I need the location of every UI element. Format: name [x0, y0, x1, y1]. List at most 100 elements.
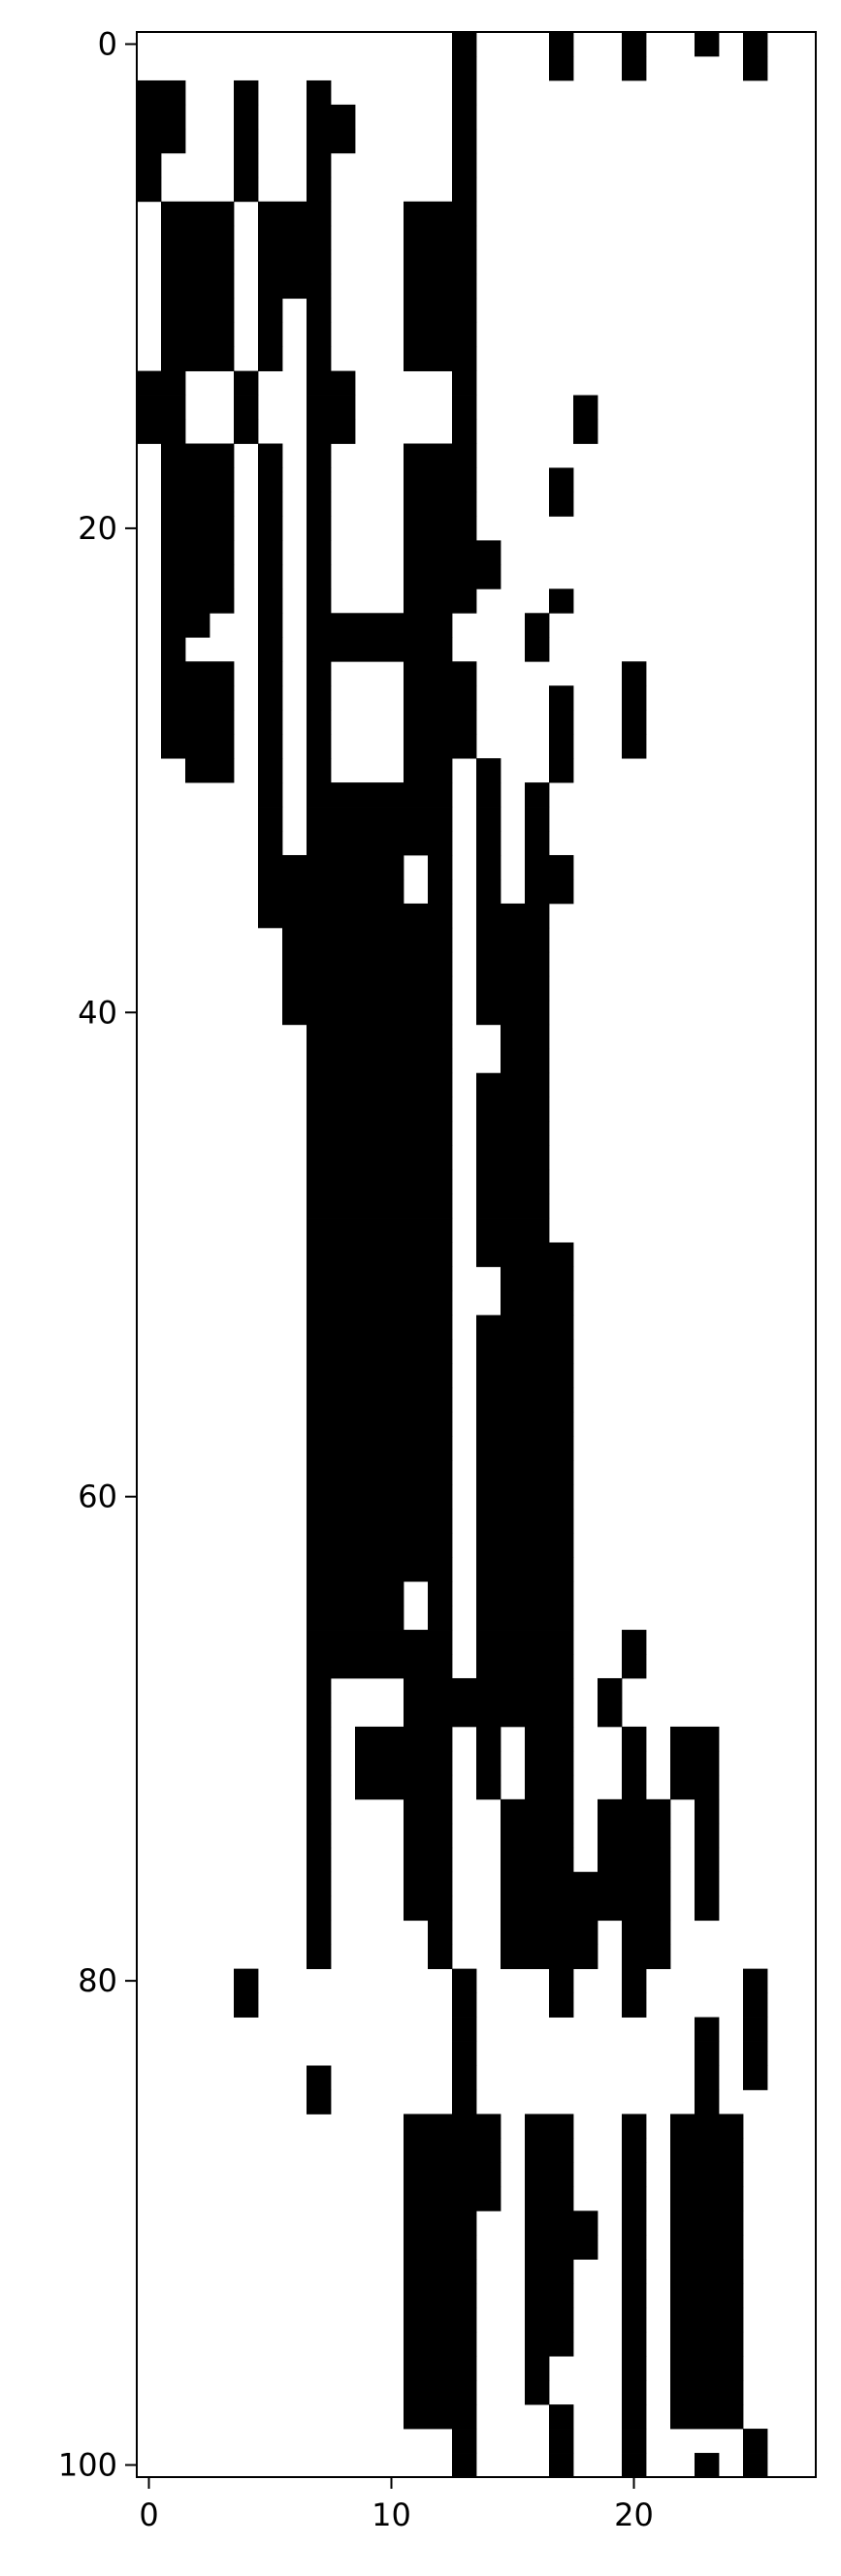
heatmap-cell-run [476, 1218, 550, 1243]
heatmap-cell-run [622, 661, 647, 686]
heatmap-cell-run [476, 758, 501, 783]
heatmap-cell-run [307, 370, 356, 396]
heatmap-cell-run [525, 831, 550, 856]
heatmap-cell-run [622, 710, 647, 735]
heatmap-cell-run [307, 1606, 404, 1631]
heatmap-cell-run [355, 1726, 453, 1752]
heatmap-cell-run [258, 782, 283, 808]
heatmap-cell-run [307, 1944, 332, 1970]
heatmap-cell-run [670, 2307, 744, 2333]
heatmap-cell-run [258, 346, 283, 371]
heatmap-cell-run [161, 613, 210, 638]
heatmap-cell-run [622, 2138, 647, 2163]
heatmap-cell-run [161, 443, 235, 468]
heatmap-cell-run [695, 1871, 720, 1897]
heatmap-cell-run [307, 661, 332, 686]
heatmap-cell-run [476, 831, 501, 856]
heatmap-cell-run [670, 2114, 744, 2139]
heatmap-cell-run [258, 831, 283, 856]
heatmap-cell-run [307, 1581, 404, 1606]
heatmap-cell-run [258, 298, 283, 324]
heatmap-cells [137, 32, 768, 2478]
heatmap-cell-run [307, 152, 332, 178]
heatmap-cell-run [501, 1944, 598, 1970]
heatmap-cell-run [695, 1798, 720, 1825]
heatmap-cell-run [501, 1048, 550, 1074]
heatmap-cell-run [598, 1798, 671, 1825]
heatmap-cell-run [307, 1169, 453, 1194]
heatmap-cell-run [161, 249, 235, 275]
heatmap-cell-run [695, 2041, 720, 2066]
heatmap-cell-run [404, 540, 501, 565]
heatmap-cell-run [476, 1121, 550, 1147]
heatmap-cell-run [598, 1677, 623, 1703]
heatmap-cell-run [622, 2259, 647, 2284]
heatmap-cell-run [695, 1823, 720, 1849]
heatmap-cell-run [258, 273, 307, 300]
heatmap-cell-run [307, 443, 332, 468]
heatmap-cell-run [404, 2210, 477, 2236]
heatmap-cell-run [258, 564, 283, 589]
heatmap-cell-run [476, 1072, 550, 1098]
heatmap-cell-run [622, 1630, 647, 1655]
heatmap-cell-run [452, 104, 477, 130]
heatmap-cell-run [622, 2380, 647, 2405]
heatmap-cell-run [258, 878, 404, 905]
heatmap-cell-run [404, 2404, 477, 2430]
heatmap-cell-run [476, 951, 550, 977]
heatmap-cell-run [476, 1242, 574, 1267]
heatmap-cell-run [549, 2429, 574, 2454]
heatmap-cell-run [258, 467, 283, 493]
heatmap-cell-run [501, 1290, 574, 1316]
heatmap-cell-run [137, 370, 186, 396]
heatmap-cell-run [549, 2453, 574, 2478]
heatmap-cell-run [670, 2259, 744, 2284]
heatmap-cell-run [452, 2017, 477, 2042]
heatmap-cell-run [137, 395, 186, 420]
y-tick-label: 80 [78, 1962, 117, 1999]
heatmap-cell-run [743, 32, 768, 57]
heatmap-cell-run [137, 128, 186, 154]
heatmap-cell-run [476, 1533, 574, 1558]
heatmap-cell-run [307, 80, 332, 106]
heatmap-cell-run [452, 395, 477, 420]
heatmap-cell-run [404, 1823, 453, 1849]
heatmap-cell-run [307, 1871, 332, 1897]
heatmap-cell-run [307, 685, 332, 711]
heatmap-cell-run [501, 1895, 671, 1922]
heatmap-cell-run [695, 2017, 720, 2042]
heatmap-cell-run [234, 370, 259, 396]
heatmap-cell-run [452, 80, 477, 106]
heatmap-cell-run [622, 2429, 647, 2454]
x-tick-label: 20 [614, 2496, 654, 2533]
heatmap-cell-run [598, 1847, 671, 1873]
heatmap-cell-run [549, 588, 574, 614]
heatmap-cell-run [404, 273, 477, 300]
heatmap-cell-run [307, 1024, 453, 1050]
heatmap-cell-run [549, 32, 574, 57]
heatmap-cell-run [307, 1920, 332, 1946]
heatmap-cell-run [404, 249, 477, 275]
heatmap-cell-run [549, 1968, 574, 1993]
heatmap-cell-run [476, 927, 550, 953]
heatmap-cell-run [428, 1944, 453, 1970]
heatmap-cell-run [161, 685, 235, 711]
heatmap-cell-run [476, 1097, 550, 1123]
heatmap-cell-run [476, 1557, 574, 1582]
heatmap-cell-run [452, 2041, 477, 2066]
heatmap-cell-run [258, 443, 283, 468]
heatmap-cell-run [404, 346, 477, 371]
heatmap-cell-run [307, 1387, 453, 1413]
heatmap-cell-run [476, 1774, 501, 1800]
heatmap-cell-run [452, 1992, 477, 2018]
heatmap-cell-run [404, 2307, 477, 2333]
heatmap-cell-run [307, 104, 356, 130]
heatmap-cell-run [258, 201, 332, 227]
heatmap-cell-run [307, 2065, 332, 2090]
heatmap-cell-run [307, 1823, 332, 1849]
heatmap-cell-run [161, 661, 235, 686]
heatmap-cell-run [525, 2138, 574, 2163]
heatmap-cell-run [404, 2283, 477, 2308]
heatmap-cell-run [234, 128, 259, 154]
heatmap-cell-run [622, 2283, 647, 2308]
